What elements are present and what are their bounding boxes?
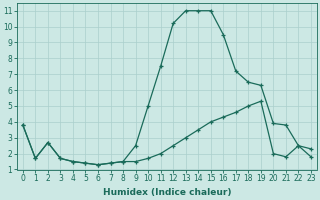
X-axis label: Humidex (Indice chaleur): Humidex (Indice chaleur) — [103, 188, 231, 197]
